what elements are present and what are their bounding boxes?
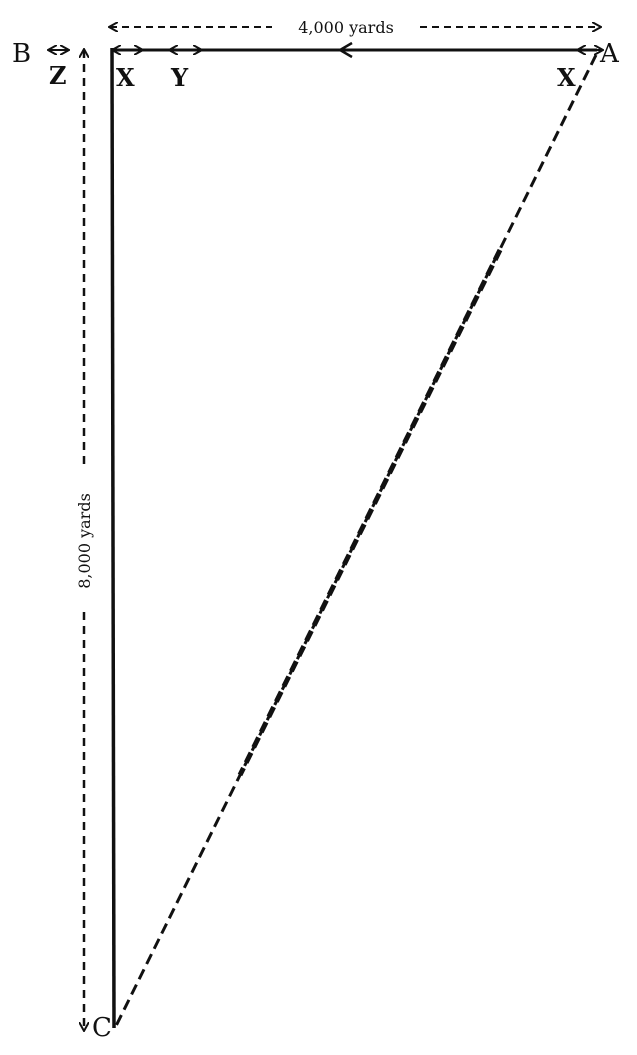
segment-y-label: Y bbox=[170, 63, 189, 92]
segment-x-left-label: X bbox=[116, 63, 135, 92]
direction-arrow-icon bbox=[337, 41, 353, 59]
segment-z-label: Z bbox=[49, 61, 67, 90]
point-c-label: C bbox=[92, 1013, 112, 1043]
side-ac-heavy bbox=[237, 248, 503, 777]
vertical-dimension-label: 8,000 yards bbox=[75, 493, 94, 589]
point-a-label: A bbox=[599, 39, 620, 69]
segment-x-right-label: X bbox=[557, 63, 576, 92]
point-b-label: B bbox=[12, 39, 31, 69]
side-ac bbox=[113, 54, 598, 1029]
horizontal-dimension-label: 4,000 yards bbox=[298, 18, 394, 37]
side-bc bbox=[110, 47, 116, 1029]
